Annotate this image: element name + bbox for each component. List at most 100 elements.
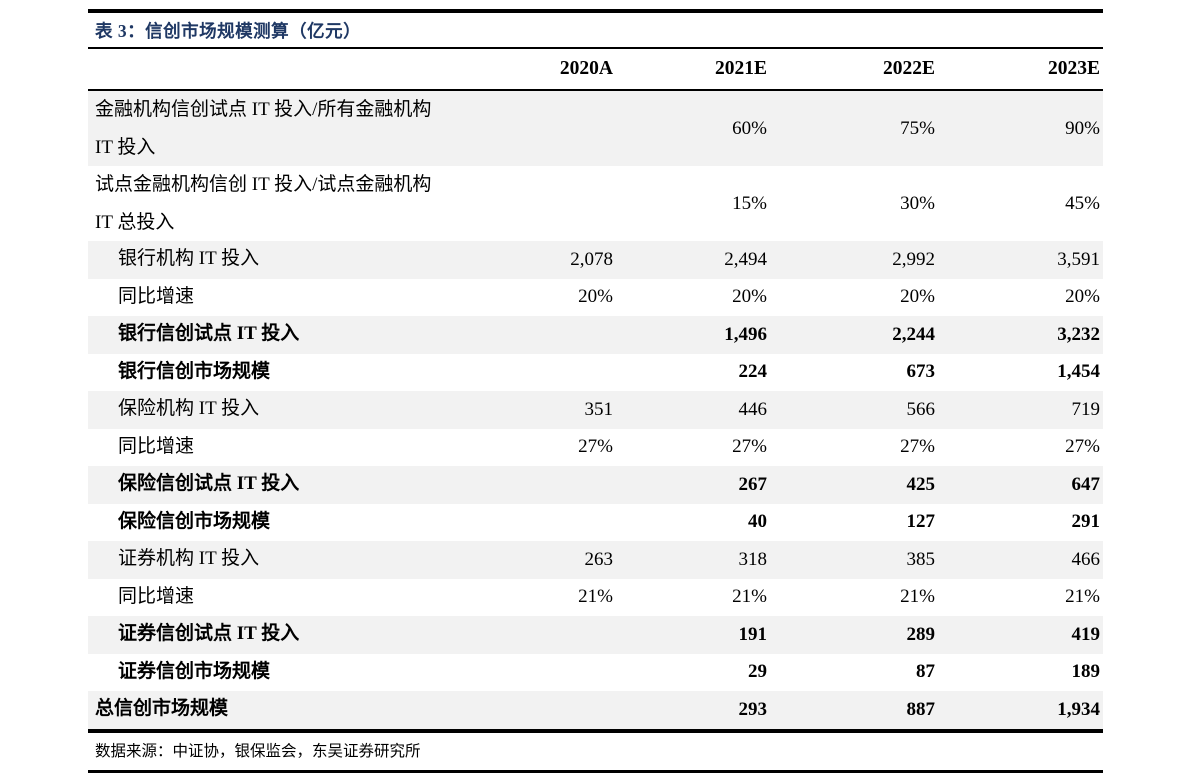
- column-header-2022E: 2022E: [882, 58, 935, 79]
- cell-value-2023E: 1,454: [1057, 361, 1100, 383]
- table-row: 银行信创试点 IT 投入 1,496 2,244 3,232: [88, 316, 1103, 354]
- cell-value-2020A: 2,078: [570, 248, 613, 270]
- cell-value-2022E: 2,244: [892, 323, 935, 345]
- cell-value-2023E: 3,232: [1057, 323, 1100, 345]
- table-body: 金融机构信创试点 IT 投入/所有金融机构 IT 投入 60% 75% 90% 试…: [88, 91, 1103, 729]
- table-title-row: 表 3：信创市场规模测算（亿元）: [88, 13, 1103, 49]
- row-label: 证券信创试点 IT 投入: [88, 623, 490, 646]
- row-label-line: 证券信创试点 IT 投入: [118, 623, 300, 645]
- table-footer-rule: [88, 728, 1103, 733]
- cell-value-2023E: 719: [1071, 398, 1101, 420]
- table-row: 保险信创试点 IT 投入 267 425 647: [88, 466, 1103, 504]
- table-row: 保险信创市场规模 40 127 291: [88, 504, 1103, 542]
- column-header-2023E: 2023E: [1047, 58, 1100, 79]
- row-label-line: 同比增速: [118, 285, 195, 307]
- row-label-line: IT 总投入: [95, 211, 175, 233]
- row-label-line: 总信创市场规模: [95, 698, 229, 720]
- cell-value-2023E: 20%: [1065, 286, 1100, 308]
- cell-value-2022E: 425: [906, 473, 936, 495]
- row-label: 金融机构信创试点 IT 投入/所有金融机构 IT 投入: [88, 91, 490, 166]
- row-label: 银行信创试点 IT 投入: [88, 323, 490, 346]
- cell-value-2021E: 15%: [732, 192, 767, 214]
- row-label-line: 试点金融机构信创 IT 投入/试点金融机构: [95, 174, 432, 195]
- row-label: 保险机构 IT 投入: [88, 398, 490, 421]
- row-label-line: 银行机构 IT 投入: [118, 248, 260, 270]
- row-label: 同比增速: [88, 436, 490, 459]
- cell-value-2020A: 27%: [578, 436, 613, 458]
- cell-value-2020A: 20%: [578, 286, 613, 308]
- market-size-table: 表 3：信创市场规模测算（亿元） 2020A 2021E 2022E 2023E…: [88, 9, 1103, 773]
- row-label-line: 保险机构 IT 投入: [118, 398, 260, 420]
- table-row: 同比增速 20% 20% 20% 20%: [88, 279, 1103, 317]
- cell-value-2022E: 289: [906, 623, 936, 645]
- table-row: 银行机构 IT 投入 2,078 2,494 2,992 3,591: [88, 241, 1103, 279]
- cell-value-2021E: 293: [738, 698, 768, 720]
- cell-value-2021E: 27%: [732, 436, 767, 458]
- row-label: 保险信创试点 IT 投入: [88, 473, 490, 496]
- row-label-line: 保险信创试点 IT 投入: [118, 473, 300, 495]
- row-label-line: 金融机构信创试点 IT 投入/所有金融机构: [95, 99, 432, 120]
- cell-value-2021E: 267: [738, 473, 768, 495]
- table-row: 同比增速 21% 21% 21% 21%: [88, 579, 1103, 617]
- row-label-line: 证券信创市场规模: [118, 660, 271, 682]
- cell-value-2023E: 1,934: [1057, 698, 1100, 720]
- cell-value-2023E: 419: [1071, 623, 1101, 645]
- row-label: 银行信创市场规模: [88, 361, 490, 384]
- row-label-line: 同比增速: [118, 585, 195, 607]
- table-row: 金融机构信创试点 IT 投入/所有金融机构 IT 投入 60% 75% 90%: [88, 91, 1103, 166]
- table-title: 表 3：信创市场规模测算（亿元）: [95, 21, 362, 41]
- cell-value-2022E: 887: [906, 698, 936, 720]
- cell-value-2021E: 1,496: [724, 323, 767, 345]
- cell-value-2022E: 30%: [900, 192, 935, 214]
- cell-value-2023E: 45%: [1065, 192, 1100, 214]
- table-row: 证券信创试点 IT 投入 191 289 419: [88, 616, 1103, 654]
- cell-value-2020A: 351: [584, 398, 614, 420]
- cell-value-2022E: 673: [906, 361, 936, 383]
- cell-value-2021E: 446: [738, 398, 768, 420]
- cell-value-2022E: 87: [916, 661, 935, 683]
- table-row: 同比增速 27% 27% 27% 27%: [88, 429, 1103, 467]
- cell-value-2023E: 291: [1071, 511, 1101, 533]
- row-label: 总信创市场规模: [88, 698, 490, 721]
- row-label-line: 同比增速: [118, 435, 195, 457]
- row-label: 证券机构 IT 投入: [88, 548, 490, 571]
- row-label: 银行机构 IT 投入: [88, 248, 490, 271]
- cell-value-2023E: 189: [1071, 661, 1101, 683]
- table-row: 银行信创市场规模 224 673 1,454: [88, 354, 1103, 392]
- cell-value-2022E: 21%: [900, 586, 935, 608]
- cell-value-2021E: 20%: [732, 286, 767, 308]
- cell-value-2021E: 224: [738, 361, 768, 383]
- row-label-line: 银行信创试点 IT 投入: [118, 323, 300, 345]
- source-note-row: 数据来源：中证协，银保监会，东吴证券研究所: [88, 733, 1103, 770]
- cell-value-2023E: 3,591: [1057, 248, 1100, 270]
- cell-value-2022E: 566: [906, 398, 936, 420]
- cell-value-2023E: 466: [1071, 548, 1101, 570]
- table-header-row: 2020A 2021E 2022E 2023E: [88, 49, 1103, 91]
- row-label-line: 银行信创市场规模: [118, 360, 271, 382]
- cell-value-2022E: 127: [906, 511, 936, 533]
- cell-value-2023E: 27%: [1065, 436, 1100, 458]
- row-label: 保险信创市场规模: [88, 511, 490, 534]
- row-label: 同比增速: [88, 286, 490, 309]
- table-row: 保险机构 IT 投入 351 446 566 719: [88, 391, 1103, 429]
- cell-value-2021E: 29: [748, 661, 767, 683]
- table-bottom-rule: [88, 769, 1103, 773]
- table-row: 试点金融机构信创 IT 投入/试点金融机构 IT 总投入 15% 30% 45%: [88, 166, 1103, 241]
- cell-value-2021E: 21%: [732, 586, 767, 608]
- column-header-2021E: 2021E: [714, 58, 767, 79]
- cell-value-2021E: 191: [738, 623, 768, 645]
- row-label: 同比增速: [88, 586, 490, 609]
- row-label-line: 证券机构 IT 投入: [118, 548, 260, 570]
- cell-value-2022E: 27%: [900, 436, 935, 458]
- table-top-rule: [88, 9, 1103, 13]
- cell-value-2020A: 263: [584, 548, 614, 570]
- cell-value-2020A: 21%: [578, 586, 613, 608]
- row-label: 试点金融机构信创 IT 投入/试点金融机构 IT 总投入: [88, 166, 490, 241]
- cell-value-2022E: 385: [906, 548, 936, 570]
- cell-value-2023E: 21%: [1065, 586, 1100, 608]
- table-row: 证券信创市场规模 29 87 189: [88, 654, 1103, 692]
- cell-value-2021E: 318: [738, 548, 768, 570]
- row-label: 证券信创市场规模: [88, 661, 490, 684]
- cell-value-2021E: 2,494: [724, 248, 767, 270]
